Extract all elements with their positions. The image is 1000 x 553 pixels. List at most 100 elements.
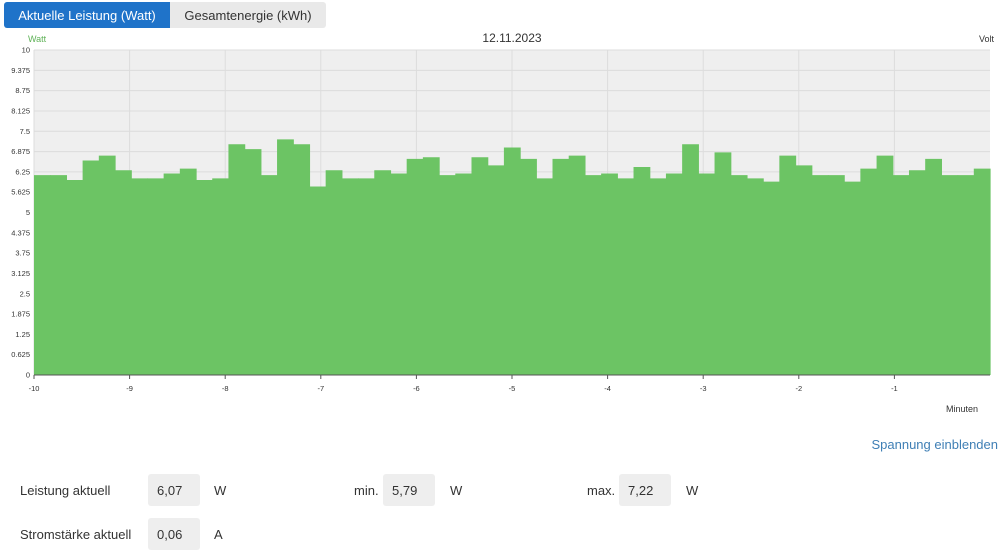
chart-bar	[649, 178, 667, 375]
chart-bar	[422, 157, 440, 375]
chart-bar	[827, 175, 845, 375]
power-max-value: 7,22	[619, 474, 671, 506]
x-tick-label: -4	[604, 384, 611, 393]
chart-bar	[503, 147, 521, 375]
chart-bar	[293, 144, 311, 375]
chart-bar	[147, 178, 165, 375]
chart-bar	[584, 175, 602, 375]
power-max-unit: W	[686, 483, 699, 498]
chart-bar	[568, 155, 586, 375]
chart-bar	[325, 170, 343, 375]
y-tick-label: 3.125	[11, 269, 30, 278]
show-voltage-link[interactable]: Spannung einblenden	[871, 437, 998, 452]
chart-title: 12.11.2023	[482, 31, 541, 45]
chart-bar	[908, 170, 926, 375]
chart-bar	[131, 178, 149, 375]
chart-bar	[520, 158, 537, 375]
y-tick-label: 3.75	[15, 249, 30, 258]
chart-bar	[844, 181, 861, 375]
y-tick-label: 1.875	[11, 310, 30, 319]
chart-bar	[536, 178, 554, 375]
x-tick-label: -8	[222, 384, 229, 393]
y-tick-label: 4.375	[11, 228, 30, 237]
chart-bar	[82, 160, 100, 375]
x-tick-label: -9	[126, 384, 133, 393]
chart-bar	[439, 175, 456, 375]
current-unit: A	[214, 527, 223, 542]
y-tick-label: 9.375	[11, 66, 30, 75]
chart-bar	[795, 165, 813, 375]
chart-bar	[973, 168, 991, 375]
y-tick-label: 8.75	[15, 86, 30, 95]
chart-bar	[277, 139, 294, 375]
chart-bar	[341, 178, 359, 375]
chart-bar	[455, 173, 473, 375]
chart-bar	[746, 178, 764, 375]
power-min-value: 5,79	[383, 474, 435, 506]
chart-bar	[244, 149, 262, 375]
tab-total-energy[interactable]: Gesamtenergie (kWh)	[170, 2, 326, 28]
chart-bar	[309, 186, 327, 375]
tab-current-power[interactable]: Aktuelle Leistung (Watt)	[4, 2, 170, 28]
power-min-unit: W	[450, 483, 463, 498]
tab-bar: Aktuelle Leistung (Watt) Gesamtenergie (…	[4, 2, 326, 28]
x-tick-label: -7	[317, 384, 324, 393]
chart-bar	[50, 175, 68, 375]
chart-bar	[471, 157, 489, 375]
power-min-label: min.	[354, 483, 379, 498]
y-tick-label: 6.875	[11, 147, 30, 156]
chart-bar	[763, 181, 780, 375]
x-tick-label: -5	[509, 384, 516, 393]
power-current-label: Leistung aktuell	[20, 483, 111, 498]
x-tick-label: -1	[891, 384, 898, 393]
y-tick-label: 0	[26, 371, 30, 380]
y-tick-label: 8.125	[11, 106, 30, 115]
x-tick-label: -2	[795, 384, 802, 393]
chart-bar	[487, 165, 505, 375]
y-axis-label-right: Volt	[979, 34, 995, 44]
x-tick-label: -10	[29, 384, 40, 393]
y-tick-label: 5.625	[11, 188, 30, 197]
chart-bar	[196, 180, 213, 375]
chart-bar	[163, 173, 181, 375]
chart-bar	[957, 175, 975, 375]
chart-bar	[941, 175, 959, 375]
y-tick-label: 6.25	[15, 167, 30, 176]
y-tick-label: 2.5	[20, 289, 30, 298]
chart-bar	[115, 170, 132, 375]
y-tick-label: 5	[26, 208, 30, 217]
chart-bar	[212, 178, 230, 375]
chart-bar	[730, 175, 748, 375]
chart-bar	[358, 178, 375, 375]
chart-bar	[374, 170, 392, 375]
y-tick-label: 10	[22, 46, 30, 55]
y-tick-label: 1.25	[15, 330, 30, 339]
chart-bar	[34, 175, 51, 375]
chart-bar	[617, 178, 635, 375]
y-tick-label: 7.5	[20, 127, 30, 136]
y-axis-label-left: Watt	[28, 34, 47, 44]
chart-bar	[601, 173, 618, 375]
chart-bar	[779, 155, 797, 375]
chart-bar	[552, 158, 570, 375]
chart-bar	[665, 173, 683, 375]
current-label: Stromstärke aktuell	[20, 527, 132, 542]
chart-bar	[228, 144, 246, 375]
chart-bar	[714, 152, 732, 375]
chart-bar	[682, 144, 699, 375]
chart-bar	[260, 175, 278, 375]
x-tick-label: -3	[700, 384, 707, 393]
power-current-value: 6,07	[148, 474, 200, 506]
x-tick-label: -6	[413, 384, 420, 393]
current-value: 0,06	[148, 518, 200, 550]
chart-bar	[390, 173, 408, 375]
chart-bar	[698, 173, 716, 375]
power-chart: 0 0.625 1.25 1.875 2.5 3.125 3.75 4.375 5 5.625 6.…	[11, 31, 995, 414]
chart-bar	[179, 168, 197, 375]
chart-bar	[811, 175, 829, 375]
chart-bar	[860, 168, 878, 375]
chart-bar	[66, 180, 84, 375]
power-max-label: max.	[587, 483, 616, 498]
power-current-unit: W	[214, 483, 227, 498]
chart-bar	[892, 175, 910, 375]
